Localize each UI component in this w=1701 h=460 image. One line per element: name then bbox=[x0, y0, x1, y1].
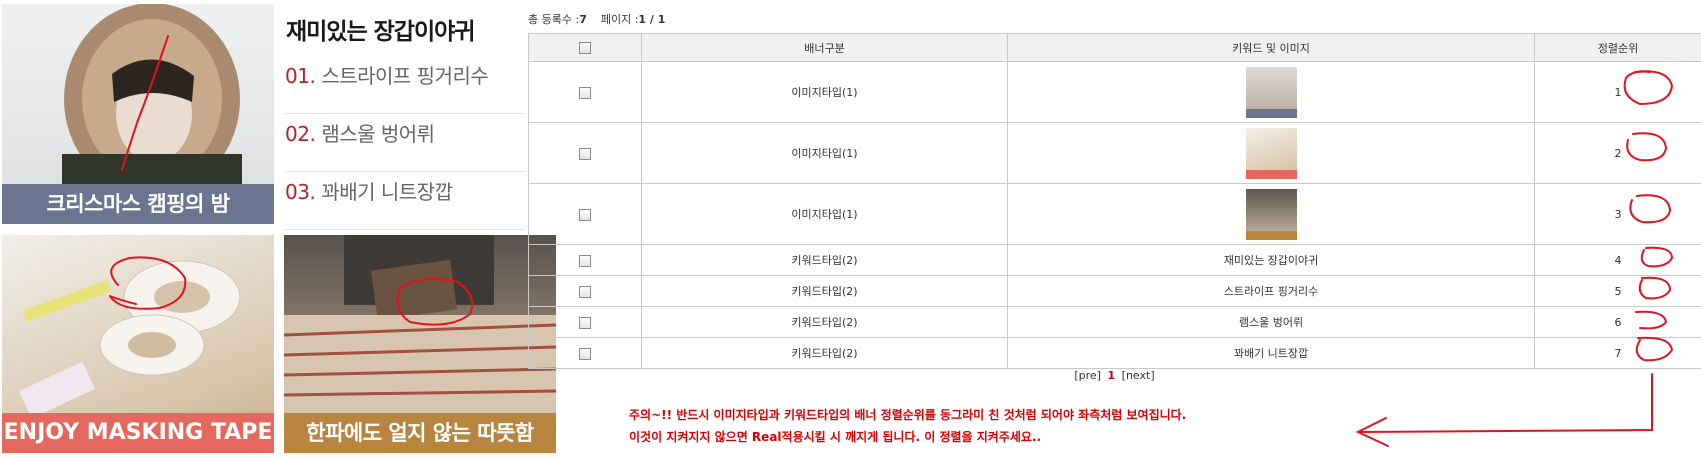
banner-thumbnail[interactable] bbox=[1245, 127, 1297, 179]
row-checkbox[interactable] bbox=[579, 347, 591, 360]
select-all-checkbox[interactable] bbox=[579, 42, 591, 54]
keyword-text: 램스울 벙어뤼 bbox=[321, 122, 435, 146]
row-type: 키워드타입(2) bbox=[641, 244, 1008, 276]
pagination: [pre] 1 [next] bbox=[528, 369, 1701, 382]
page-indicator: 1 / 1 bbox=[638, 13, 666, 26]
banner-christmas-camping[interactable]: 크리스마스 캠핑의 밤 bbox=[2, 4, 274, 224]
banner-thumbnail[interactable] bbox=[1245, 66, 1297, 118]
row-type: 키워드타입(2) bbox=[641, 275, 1008, 307]
keyword-number: 01. bbox=[285, 64, 316, 88]
table-row[interactable]: 키워드타입(2) 꽈배기 니트장깝 7 bbox=[528, 337, 1701, 369]
page-label: 페이지 : bbox=[600, 13, 639, 26]
banner-warm-winter[interactable]: 한파에도 얼지 않는 따뜻함 bbox=[284, 235, 556, 453]
row-order[interactable]: 6 bbox=[1614, 315, 1622, 329]
row-order[interactable]: 2 bbox=[1614, 146, 1622, 160]
row-checkbox[interactable] bbox=[579, 285, 591, 298]
keyword-item[interactable]: 02. 램스울 벙어뤼 bbox=[285, 114, 525, 172]
row-keyword[interactable]: 램스울 벙어뤼 bbox=[1007, 306, 1535, 338]
header-type[interactable]: 배너구분 bbox=[641, 33, 1008, 62]
banner1-illustration bbox=[62, 4, 242, 195]
notice-line-1: 주의~!! 반드시 이미지타입과 키워드타입의 배너 정렬순위를 동그라미 친 … bbox=[629, 408, 1187, 422]
row-type: 키워드타입(2) bbox=[641, 306, 1008, 338]
keyword-number: 02. bbox=[285, 122, 316, 146]
row-type: 이미지타입(1) bbox=[641, 122, 1008, 184]
table-row[interactable]: 키워드타입(2) 재미있는 장갑이야귀 4 bbox=[528, 244, 1701, 276]
list-summary: 총 등록수 :7 페이지 :1 / 1 bbox=[528, 11, 665, 27]
keyword-item[interactable]: 03. 꽈배기 니트장깝 bbox=[285, 172, 525, 230]
row-order[interactable]: 1 bbox=[1614, 85, 1622, 99]
banner1-caption: 크리스마스 캠핑의 밤 bbox=[2, 184, 274, 224]
banner-masking-tape[interactable]: ENJOY MASKING TAPE bbox=[2, 235, 274, 453]
row-keyword[interactable]: 꽈배기 니트장깝 bbox=[1007, 337, 1535, 369]
row-checkbox[interactable] bbox=[579, 254, 591, 267]
row-order[interactable]: 4 bbox=[1614, 253, 1622, 267]
row-type: 키워드타입(2) bbox=[641, 337, 1008, 369]
row-checkbox[interactable] bbox=[579, 86, 591, 99]
row-checkbox[interactable] bbox=[579, 208, 591, 221]
keyword-text: 꽈배기 니트장깝 bbox=[321, 180, 453, 204]
keyword-title[interactable]: 재미있는 장갑이야귀 bbox=[286, 19, 475, 45]
current-page[interactable]: 1 bbox=[1107, 369, 1116, 382]
banner-admin-panel: 총 등록수 :7 페이지 :1 / 1 배너구분 키워드 및 이미지 정렬순위 bbox=[528, 0, 1701, 460]
banner-table: 배너구분 키워드 및 이미지 정렬순위 이미지타입(1) 1 이미지타입(1) … bbox=[528, 33, 1701, 369]
row-checkbox[interactable] bbox=[579, 147, 591, 160]
row-type: 이미지타입(1) bbox=[641, 61, 1008, 123]
table-row[interactable]: 이미지타입(1) 1 bbox=[528, 61, 1701, 123]
row-order[interactable]: 3 bbox=[1614, 207, 1622, 221]
notice-line-2: 이것이 지켜지지 않으면 Real적용시킬 시 깨지게 됩니다. 이 정렬을 지… bbox=[629, 430, 1042, 444]
banner2-caption: ENJOY MASKING TAPE bbox=[2, 413, 274, 453]
banner3-illustration bbox=[284, 235, 556, 413]
order-warning-notice: 주의~!! 반드시 이미지타입과 키워드타입의 배너 정렬순위를 동그라미 친 … bbox=[629, 404, 1186, 448]
table-row[interactable]: 이미지타입(1) 2 bbox=[528, 122, 1701, 184]
header-order[interactable]: 정렬순위 bbox=[1534, 33, 1701, 62]
table-header-row: 배너구분 키워드 및 이미지 정렬순위 bbox=[528, 33, 1701, 62]
total-label: 총 등록수 : bbox=[528, 13, 580, 26]
keyword-number: 03. bbox=[285, 180, 316, 204]
total-count: 7 bbox=[579, 13, 587, 26]
row-keyword[interactable]: 스트라이프 핑거리수 bbox=[1007, 275, 1535, 307]
table-row[interactable]: 이미지타입(1) 3 bbox=[528, 183, 1701, 245]
table-row[interactable]: 키워드타입(2) 스트라이프 핑거리수 5 bbox=[528, 275, 1701, 307]
banner-thumbnail[interactable] bbox=[1245, 188, 1297, 240]
row-order[interactable]: 5 bbox=[1614, 284, 1622, 298]
keyword-item[interactable]: 01. 스트라이프 핑거리수 bbox=[285, 56, 525, 114]
table-row[interactable]: 키워드타입(2) 램스울 벙어뤼 6 bbox=[528, 306, 1701, 338]
prev-page-link[interactable]: [pre] bbox=[1074, 369, 1101, 382]
select-all-cell bbox=[528, 33, 642, 62]
banner-preview: 크리스마스 캠핑의 밤 재미있는 장갑이야귀 01. 스트라이프 핑거리수 02.… bbox=[0, 0, 560, 460]
banner2-illustration bbox=[18, 260, 241, 419]
row-checkbox[interactable] bbox=[579, 316, 591, 329]
header-keyword-image[interactable]: 키워드 및 이미지 bbox=[1007, 33, 1535, 62]
keyword-text: 스트라이프 핑거리수 bbox=[321, 64, 489, 88]
row-keyword[interactable]: 재미있는 장갑이야귀 bbox=[1007, 244, 1535, 276]
next-page-link[interactable]: [next] bbox=[1121, 369, 1155, 382]
row-order[interactable]: 7 bbox=[1614, 346, 1622, 360]
row-type: 이미지타입(1) bbox=[641, 183, 1008, 245]
banner3-caption: 한파에도 얼지 않는 따뜻함 bbox=[284, 413, 556, 453]
